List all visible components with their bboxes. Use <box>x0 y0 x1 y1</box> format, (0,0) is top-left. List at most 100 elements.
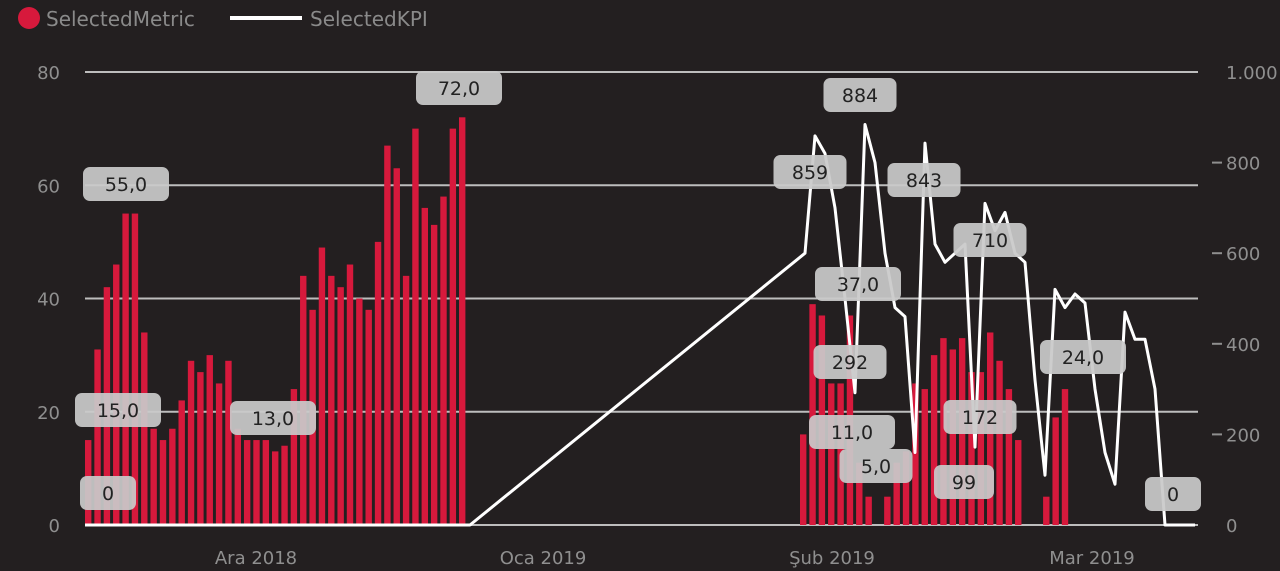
bar-data-label: 72,0 <box>438 78 480 100</box>
line-data-label-box <box>773 155 847 189</box>
line-data-label-box <box>934 465 994 499</box>
bar <box>159 440 167 525</box>
bar <box>912 383 919 525</box>
bar <box>169 428 176 525</box>
bar <box>1061 389 1069 525</box>
bar <box>346 264 354 525</box>
legend-label-selectedkpi: SelectedKPI <box>310 7 428 31</box>
data-labels: 0 15,0 55,0 13,0 72,0 11,0 37,0 5,0 24,0 859 884 29… <box>75 71 1201 511</box>
bar <box>996 360 1003 525</box>
bar <box>374 241 382 525</box>
bar <box>940 338 947 525</box>
legend-marker-selectedmetric <box>18 7 40 29</box>
bar <box>243 440 251 525</box>
bar <box>828 383 835 525</box>
line-data-label: 710 <box>972 230 1008 252</box>
bar <box>430 224 438 525</box>
bar <box>234 428 241 525</box>
bar <box>225 360 232 525</box>
bar <box>215 383 223 525</box>
line-data-label: 0 <box>1167 484 1179 506</box>
line-data-label-box <box>823 78 897 112</box>
y-left-tick-label: 60 <box>37 176 60 197</box>
bar <box>393 168 400 525</box>
line-data-label: 843 <box>906 170 942 192</box>
bar-data-label-box <box>815 267 901 301</box>
bar <box>206 355 213 525</box>
bar <box>272 451 279 525</box>
bar <box>893 462 900 525</box>
bar <box>187 360 195 525</box>
line-data-label: 99 <box>952 472 976 494</box>
legend: SelectedMetric SelectedKPI <box>18 7 428 31</box>
bar <box>1043 496 1050 525</box>
y-right-tick-label: 400 <box>1226 335 1260 356</box>
line-data-label: 292 <box>832 352 868 374</box>
line-data-label: 859 <box>792 162 828 184</box>
bar <box>449 128 457 525</box>
y-left-tick-label: 40 <box>37 290 60 311</box>
bar <box>253 440 260 525</box>
bar <box>328 275 335 525</box>
bar <box>1005 389 1013 525</box>
y-left-tick-label: 0 <box>49 516 60 537</box>
bar <box>865 496 872 525</box>
bar <box>800 434 807 525</box>
line-data-label: 884 <box>842 85 878 107</box>
y-left-tick-label: 20 <box>37 403 60 424</box>
bar <box>150 428 157 525</box>
bar <box>421 207 428 525</box>
bar-data-label-box <box>75 393 161 427</box>
bar <box>1052 417 1059 525</box>
bar-data-label-box <box>83 167 169 201</box>
y-right-tick-label: 200 <box>1226 425 1260 446</box>
bar <box>384 145 391 526</box>
bar <box>178 400 185 525</box>
bar <box>856 462 863 525</box>
bar <box>412 128 419 525</box>
bar-data-label: 24,0 <box>1062 347 1104 369</box>
bar <box>921 389 928 525</box>
bar-data-label: 5,0 <box>861 456 891 478</box>
bar-data-label-box <box>80 476 136 510</box>
bar <box>356 298 363 525</box>
bar-data-label: 13,0 <box>252 408 294 430</box>
line-data-label-box <box>887 163 961 197</box>
bar <box>262 440 270 525</box>
bar <box>440 196 447 525</box>
bar-data-label-box <box>416 71 502 105</box>
bar <box>281 445 288 525</box>
bar-data-label-box <box>839 449 913 483</box>
bar <box>318 247 326 525</box>
bar <box>459 117 466 526</box>
bar <box>94 349 101 525</box>
bar-data-label-box <box>230 401 316 435</box>
x-tick-label: Şub 2019 <box>789 548 875 569</box>
bar <box>968 372 975 525</box>
bar-data-label-box <box>809 415 895 449</box>
line-data-label-box <box>943 400 1017 434</box>
y-left-tick-label: 80 <box>37 63 60 84</box>
x-tick-label: Mar 2019 <box>1049 548 1135 569</box>
bar <box>122 213 129 525</box>
bar <box>977 372 985 525</box>
kpi-line <box>85 123 1195 527</box>
bar <box>300 275 307 525</box>
y-right-tick-label: 1.000 <box>1226 63 1278 84</box>
bar <box>131 213 139 525</box>
bar <box>809 304 816 525</box>
line-series <box>85 123 1195 527</box>
bar <box>197 372 204 525</box>
bar-data-label: 55,0 <box>105 174 147 196</box>
bar <box>141 332 148 525</box>
bar-data-label-box <box>1040 340 1126 374</box>
bar <box>884 496 891 525</box>
bar <box>365 309 372 525</box>
y-right-tick-label: 600 <box>1226 244 1260 265</box>
bar <box>902 451 910 525</box>
bar <box>290 389 298 525</box>
bar <box>1015 440 1022 525</box>
line-data-label-box <box>953 223 1027 257</box>
